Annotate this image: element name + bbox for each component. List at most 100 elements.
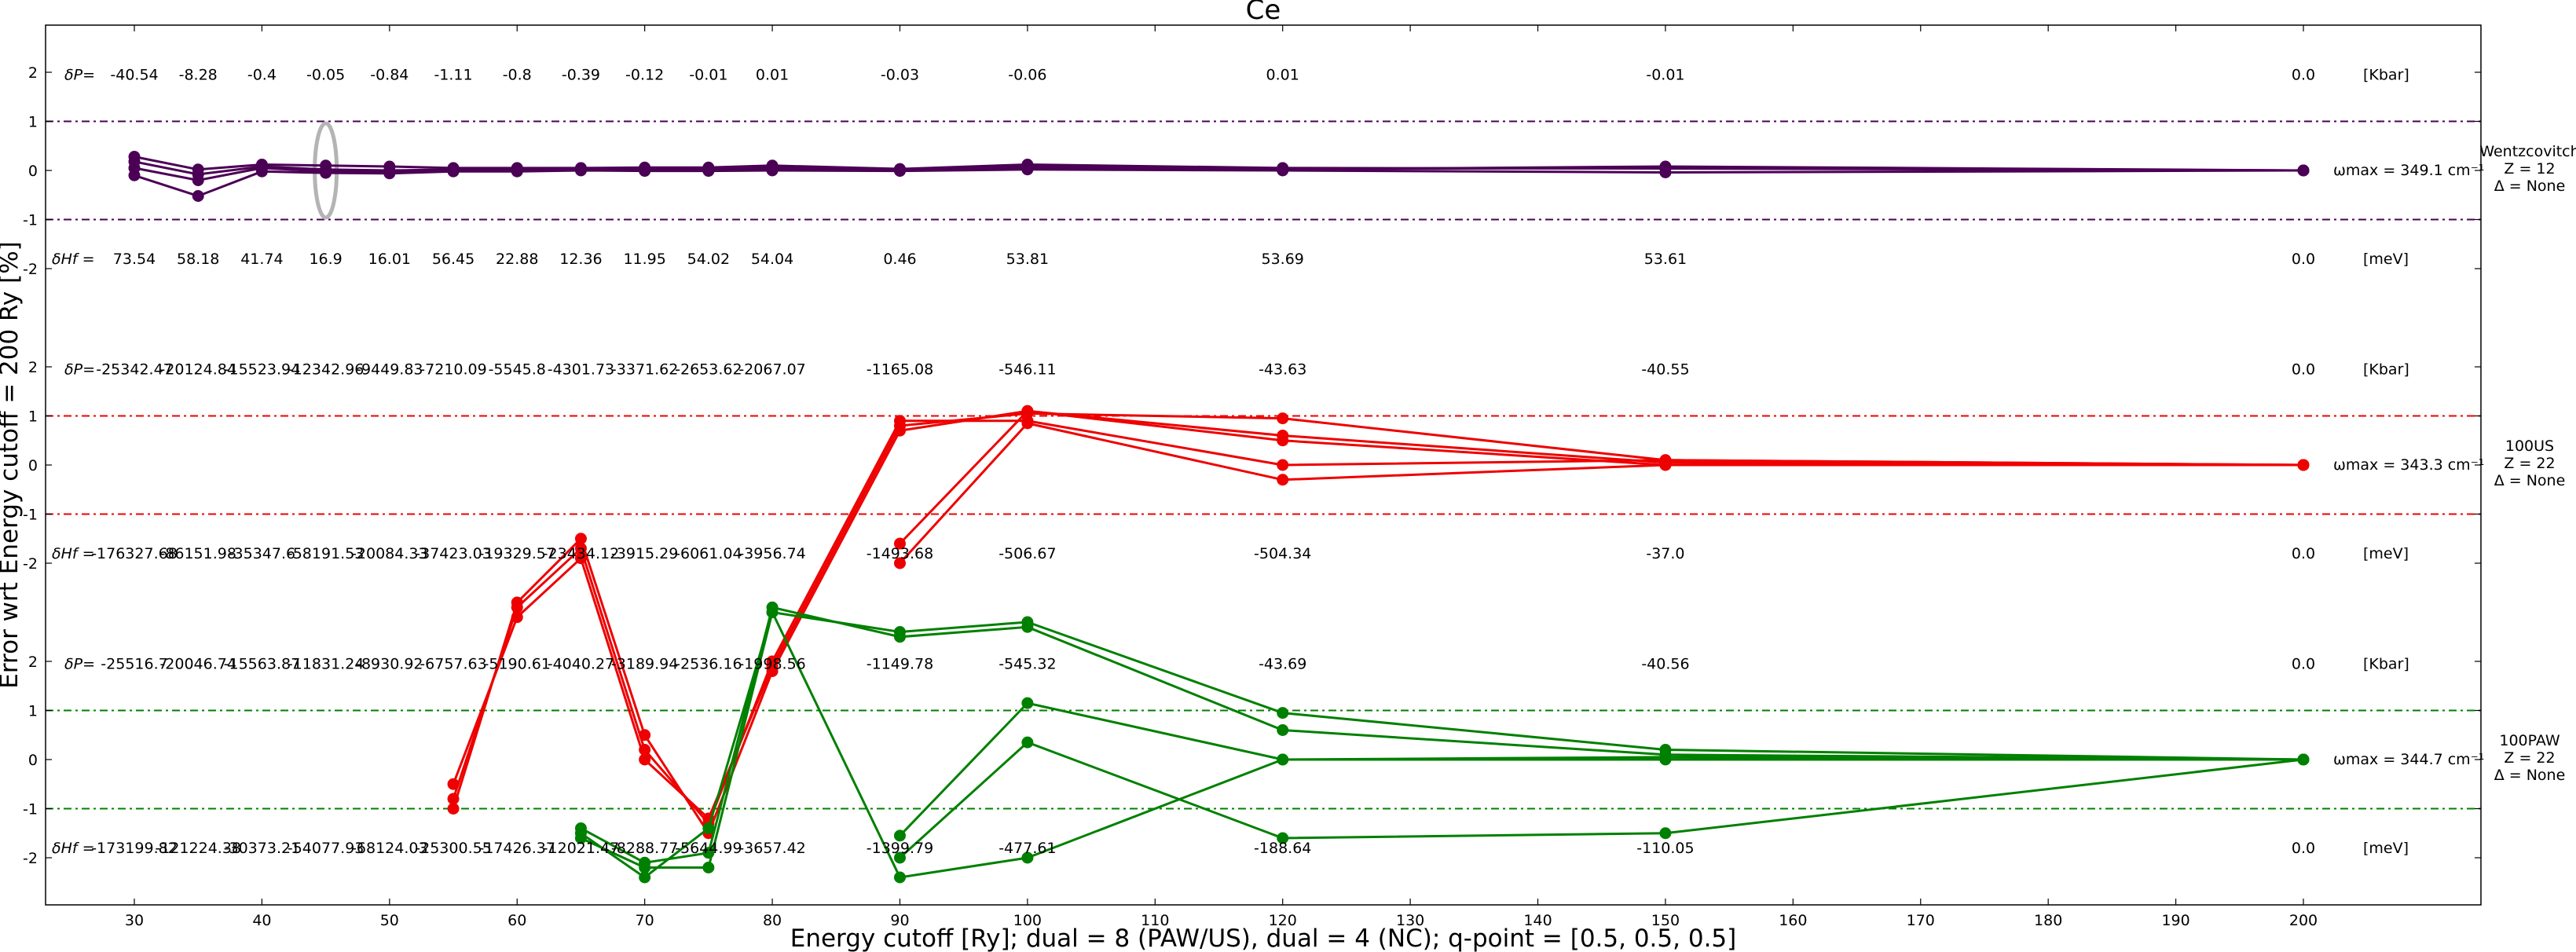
series-point (511, 601, 523, 613)
dP-value: -2653.62 (675, 361, 742, 378)
dH-value: 58.18 (177, 251, 219, 268)
series-point (447, 165, 460, 178)
series-point (447, 803, 460, 815)
dH-value: -30373.21 (224, 840, 301, 857)
series-point (702, 822, 715, 834)
series-point (893, 631, 906, 643)
dH-value: 0.0 (2292, 251, 2315, 268)
x-tick-label: 200 (2289, 912, 2318, 929)
dH-value: 16.01 (368, 251, 411, 268)
dH-value: -3915.29 (611, 545, 678, 562)
dP-value: 0.01 (756, 66, 789, 83)
dH-value: 11.95 (623, 251, 665, 268)
dH-value: 0.0 (2292, 545, 2315, 562)
y-tick-label: 2 (28, 654, 38, 671)
y-tick-label: 0 (28, 163, 38, 180)
omega-max-label: ωmax = 343.3 cm⁻¹ (2333, 456, 2484, 474)
dP-value: -1998.56 (738, 655, 805, 672)
dP-unit: [Kbar] (2363, 361, 2409, 378)
series-point (574, 832, 587, 844)
pseudo-label: Δ = None (2494, 767, 2566, 784)
x-tick-label: 120 (1269, 912, 1297, 929)
dP-value: -9449.83 (356, 361, 423, 378)
pseudo-label: Z = 22 (2504, 749, 2555, 767)
series-point (1021, 621, 1034, 633)
y-tick-label: 1 (28, 408, 38, 426)
series-point (320, 167, 332, 179)
series-point (1277, 707, 1289, 719)
series-point (1277, 459, 1289, 471)
series-point (1277, 474, 1289, 486)
dH-value: -37.0 (1646, 545, 1684, 562)
dP-value: -0.01 (689, 66, 727, 83)
series-point (2297, 753, 2310, 766)
series-point (1277, 412, 1289, 425)
dP-value: -20046.74 (159, 655, 236, 672)
dH-value: 41.74 (240, 251, 283, 268)
dP-value: -25342.47 (96, 361, 173, 378)
dH-value: -173199.82 (91, 840, 178, 857)
y-tick-label: -2 (23, 850, 38, 867)
dP-value: -2067.07 (738, 361, 805, 378)
pseudo-label: Z = 12 (2504, 160, 2555, 178)
series-point (2297, 164, 2310, 177)
dH-value: -6061.04 (675, 545, 742, 562)
dP-value: -0.39 (562, 66, 600, 83)
dP-value: -4301.73 (548, 361, 614, 378)
series-point (1659, 454, 1672, 467)
dH-value: 53.69 (1262, 251, 1304, 268)
series-point (1021, 405, 1034, 417)
dH-value: -37423.03 (415, 545, 492, 562)
dP-value: -40.55 (1641, 361, 1689, 378)
x-tick-label: 60 (508, 912, 526, 929)
pseudo-label: Z = 22 (2504, 455, 2555, 472)
x-tick-label: 30 (125, 912, 144, 929)
dH-value: -23434.12 (543, 545, 620, 562)
x-tick-label: 190 (2161, 912, 2189, 929)
dP-value: -1149.78 (867, 655, 933, 672)
pseudo-label: Δ = None (2494, 178, 2566, 195)
dP-value: -43.69 (1259, 655, 1306, 672)
series-point (128, 169, 141, 181)
x-axis-label: Energy cutoff [Ry]; dual = 8 (PAW/US), d… (790, 925, 1737, 952)
x-tick-label: 110 (1141, 912, 1169, 929)
dH-value: -504.34 (1254, 545, 1311, 562)
dP-row-label: δP= (64, 66, 95, 83)
series-point (702, 862, 715, 873)
dP-row-label: δP= (64, 655, 95, 672)
dH-value: -5644.99 (675, 840, 742, 857)
dP-value: -20124.84 (159, 361, 236, 378)
dH-value: 53.61 (1644, 251, 1687, 268)
dH-value: -20084.33 (351, 545, 428, 562)
dP-value: -0.12 (625, 66, 664, 83)
y-tick-label: -1 (23, 507, 38, 524)
series-point (574, 164, 587, 177)
dP-unit: [Kbar] (2363, 655, 2409, 672)
series-point (766, 655, 779, 668)
dH-value: -3956.74 (738, 545, 805, 562)
dH-value: -19329.57 (478, 545, 555, 562)
y-tick-label: 2 (28, 64, 38, 82)
series-point (1659, 827, 1672, 840)
pseudo-label: 100PAW (2499, 732, 2560, 749)
dH-value: -86151.98 (159, 545, 236, 562)
dH-value: -35347.6 (229, 545, 295, 562)
dH-value: 12.36 (559, 251, 602, 268)
series-point (639, 165, 651, 178)
series-point (702, 165, 715, 178)
series-point (1277, 724, 1289, 736)
x-tick-label: 160 (1779, 912, 1807, 929)
y-tick-label: 2 (28, 359, 38, 376)
series-point (639, 871, 651, 884)
pseudo-label: Wentzcovitch (2479, 143, 2576, 160)
series-point (893, 165, 906, 178)
series-point (893, 851, 906, 864)
dP-value: -1165.08 (867, 361, 933, 378)
x-tick-label: 150 (1651, 912, 1680, 929)
dH-value: -1399.79 (867, 840, 933, 857)
dP-value: -11831.24 (288, 655, 365, 672)
dH-value: -68124.03 (351, 840, 428, 857)
series-point (447, 793, 460, 805)
series-point (1021, 163, 1034, 176)
dP-value: -2536.16 (675, 655, 742, 672)
